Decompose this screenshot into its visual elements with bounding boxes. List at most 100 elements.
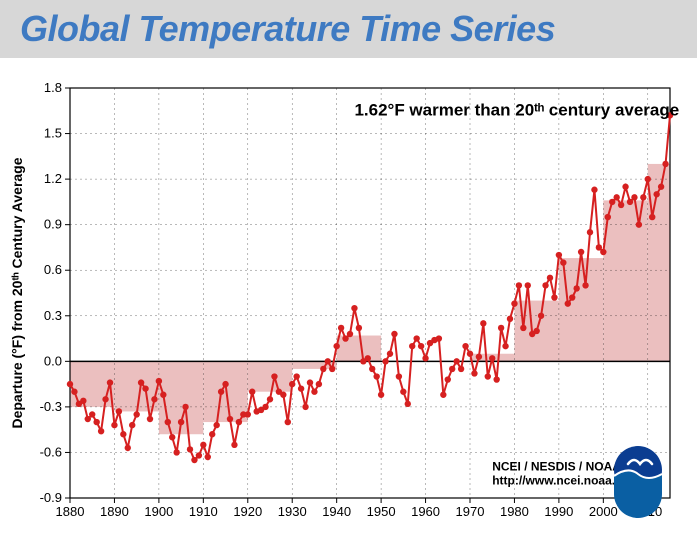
data-point [329,366,335,372]
data-point [489,355,495,361]
data-point [578,249,584,255]
data-point [409,343,415,349]
data-point [631,194,637,200]
data-point [67,381,73,387]
data-point [187,446,193,452]
data-point [440,392,446,398]
data-point [662,161,668,167]
data-point [227,416,233,422]
data-point [591,187,597,193]
y-tick-label: 1.8 [44,80,62,95]
data-point [511,300,517,306]
y-tick-label: -0.3 [40,399,62,414]
y-tick-label: 0.3 [44,308,62,323]
data-point [142,385,148,391]
data-point [231,442,237,448]
data-point [205,454,211,460]
data-point [391,331,397,337]
data-point [445,376,451,382]
data-point [218,389,224,395]
data-point [293,373,299,379]
data-point [178,419,184,425]
data-point [507,316,513,322]
data-point [147,416,153,422]
data-point [302,404,308,410]
x-tick-label: 1910 [189,504,218,519]
y-tick-label: 1.2 [44,171,62,186]
title-bar: Global Temperature Time Series [0,0,697,58]
data-point [405,401,411,407]
data-point [102,396,108,402]
data-point [245,411,251,417]
data-point [533,328,539,334]
noaa-logo [614,446,662,518]
data-point [369,366,375,372]
data-point [160,392,166,398]
data-point [71,389,77,395]
data-point [502,343,508,349]
data-point [138,379,144,385]
data-point [400,389,406,395]
data-point [636,221,642,227]
data-point [573,285,579,291]
data-point [525,282,531,288]
x-tick-label: 1980 [500,504,529,519]
decade-bar [559,258,603,361]
data-point [382,358,388,364]
decade-bar [114,361,158,411]
x-tick-label: 1990 [544,504,573,519]
data-point [338,325,344,331]
x-tick-label: 1880 [56,504,85,519]
data-point [498,325,504,331]
data-point [378,392,384,398]
data-point [582,282,588,288]
data-point [222,381,228,387]
data-point [551,294,557,300]
data-point [471,370,477,376]
data-point [356,325,362,331]
data-point [347,331,353,337]
data-point [298,385,304,391]
data-point [649,214,655,220]
data-point [493,376,499,382]
data-point [236,419,242,425]
chart-annotation: 1.62°F warmer than 20ᵗʰ century average [354,100,679,119]
y-tick-label: 0.9 [44,217,62,232]
data-point [645,176,651,182]
y-tick-label: -0.9 [40,490,62,505]
data-point [125,445,131,451]
data-point [98,428,104,434]
data-point [151,396,157,402]
data-point [458,366,464,372]
data-point [480,320,486,326]
data-point [285,419,291,425]
data-point [542,282,548,288]
data-point [618,202,624,208]
data-point [267,396,273,402]
data-point [80,398,86,404]
x-tick-label: 1950 [367,504,396,519]
data-point [165,419,171,425]
data-point [658,184,664,190]
data-point [453,358,459,364]
x-tick-label: 1930 [278,504,307,519]
y-tick-label: 1.5 [44,126,62,141]
data-point [556,252,562,258]
data-point [182,404,188,410]
data-point [436,335,442,341]
y-tick-label: 0.6 [44,262,62,277]
data-point [169,434,175,440]
data-point [476,354,482,360]
y-tick-label: 0.0 [44,353,62,368]
data-point [467,351,473,357]
page-title: Global Temperature Time Series [20,8,555,50]
x-tick-label: 1940 [322,504,351,519]
data-point [320,366,326,372]
chart-container: 1880189019001910192019301940195019601970… [0,58,697,543]
data-point [449,366,455,372]
data-point [413,335,419,341]
data-point [622,184,628,190]
x-tick-label: 1900 [144,504,173,519]
data-point [516,282,522,288]
data-point [538,313,544,319]
